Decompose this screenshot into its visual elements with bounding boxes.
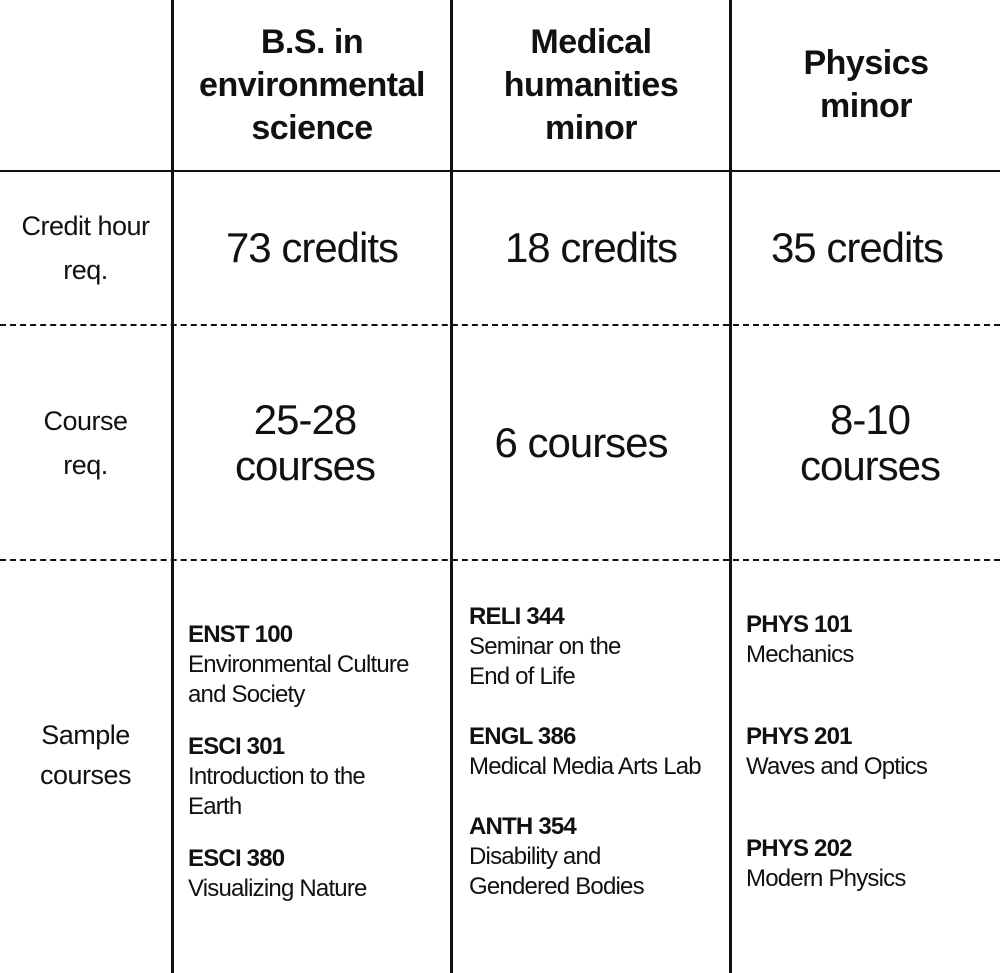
header-line: minor (545, 108, 637, 147)
course-title: Visualizing Nature (188, 875, 367, 902)
credit-value-medical-humanities: 18 credits (453, 172, 729, 324)
course-code: ESCI 380 (188, 845, 285, 872)
column-header-medical-humanities: Medical humanities minor (453, 0, 729, 170)
column-divider (450, 0, 453, 973)
row-label-course-req: Course req. (0, 326, 171, 559)
course-title: Medical Media Arts Lab (469, 753, 702, 780)
value-line: 35 credits (770, 224, 944, 271)
course-entry: ANTH 354 Disability and Gendered Bodies (469, 812, 701, 902)
course-title: Mechanics (746, 641, 854, 668)
value-line: courses (234, 441, 376, 489)
sample-courses-env-science: ENST 100 Environmental Culture and Socie… (188, 561, 448, 973)
course-code: RELI 344 (469, 603, 565, 630)
credit-value-env-science: 73 credits (174, 172, 450, 324)
course-code: PHYS 201 (746, 723, 852, 750)
row-label-sample-courses: Sample courses (0, 561, 171, 973)
course-code: ENGL 386 (469, 723, 576, 750)
value-line: 6 courses (494, 418, 668, 466)
value-line: 73 credits (225, 224, 399, 271)
course-title: Introduction to the (188, 763, 366, 790)
course-title: Waves and Optics (746, 753, 928, 780)
course-entry: ENGL 386 Medical Media Arts Lab (469, 722, 702, 782)
row-label-credit-hours: Credit hour req. (0, 172, 171, 324)
course-entry: PHYS 201 Waves and Optics (746, 722, 928, 782)
course-value-env-science: 25-28 courses (174, 326, 436, 559)
header-line: B.S. in (260, 22, 364, 61)
value-line: 18 credits (504, 224, 678, 271)
course-entry: RELI 344 Seminar on the End of Life (469, 602, 701, 692)
course-value-medical-humanities: 6 courses (453, 326, 709, 559)
course-value-physics: 8-10 courses (732, 326, 1000, 559)
course-title: Seminar on the (469, 633, 621, 660)
row-label-line: courses (39, 760, 132, 790)
credit-value-physics: 35 credits (732, 172, 982, 324)
sample-courses-medical-humanities: RELI 344 Seminar on the End of Life ENGL… (469, 561, 729, 973)
value-line: 25-28 (253, 395, 357, 443)
header-line: humanities (503, 65, 679, 104)
course-entry: ENST 100 Environmental Culture and Socie… (188, 620, 409, 710)
course-code: PHYS 101 (746, 611, 852, 638)
course-title: Disability and (469, 843, 601, 870)
course-code: ENST 100 (188, 621, 293, 648)
column-header-physics: Physics minor (732, 0, 1000, 170)
column-header-env-science: B.S. in environmental science (174, 0, 450, 170)
course-title: Earth (188, 793, 242, 820)
row-label-line: Sample (41, 720, 130, 750)
row-label-line: Credit hour (21, 211, 150, 241)
row-divider (0, 559, 1000, 561)
value-line: courses (799, 441, 941, 489)
column-divider (729, 0, 732, 973)
course-entry: PHYS 101 Mechanics (746, 610, 927, 670)
row-label-line: req. (63, 255, 108, 285)
row-label-line: Course (43, 405, 128, 436)
course-title: End of Life (469, 663, 576, 690)
header-line: environmental (199, 65, 425, 104)
course-title: Modern Physics (746, 865, 906, 892)
course-entry: ESCI 380 Visualizing Nature (188, 844, 409, 904)
value-line: 8-10 (829, 395, 911, 443)
course-title: and Society (188, 681, 305, 708)
header-line: Physics (803, 44, 929, 82)
row-label-line: req. (63, 449, 108, 480)
header-line: minor (820, 87, 912, 125)
course-code: ANTH 354 (469, 813, 577, 840)
header-divider (0, 170, 1000, 172)
course-title: Environmental Culture (188, 651, 409, 678)
course-code: ESCI 301 (188, 733, 285, 760)
course-title: Gendered Bodies (469, 873, 645, 900)
row-divider (0, 324, 1000, 326)
course-entry: ESCI 301 Introduction to the Earth (188, 732, 409, 822)
column-divider (171, 0, 174, 973)
header-line: science (251, 108, 373, 147)
header-line: Medical (530, 22, 652, 61)
course-code: PHYS 202 (746, 835, 852, 862)
course-entry: PHYS 202 Modern Physics (746, 834, 927, 894)
sample-courses-physics: PHYS 101 Mechanics PHYS 201 Waves and Op… (746, 561, 1000, 973)
